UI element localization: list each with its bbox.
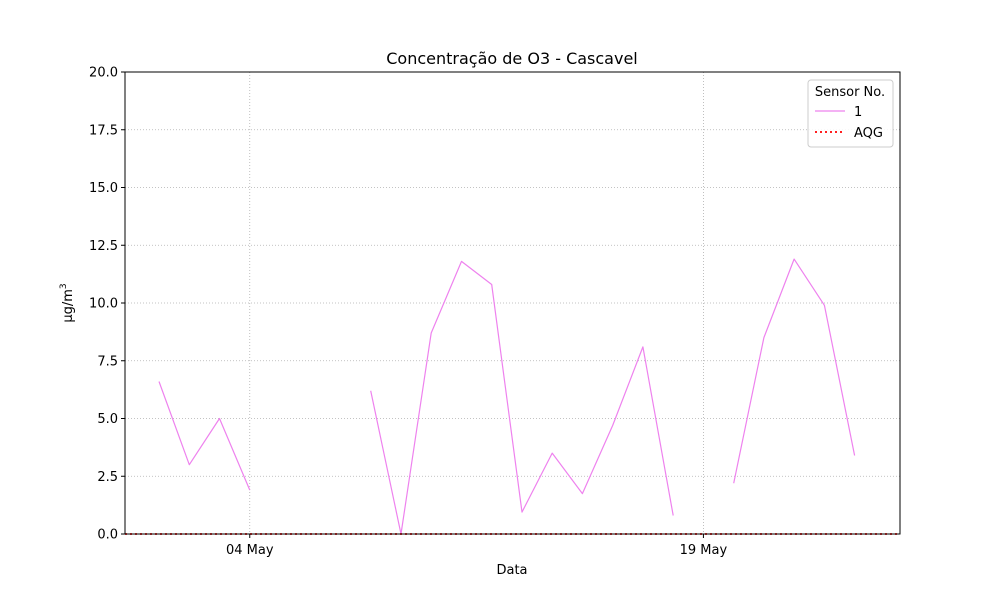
x-axis-ticks: 04 May 19 May xyxy=(226,534,728,558)
grid-lines xyxy=(125,71,900,535)
series-lines xyxy=(125,258,900,535)
y-axis-label-exponent: 3 xyxy=(59,283,69,289)
legend-label-aqg: AQG xyxy=(854,126,883,141)
series-line-sensor-1 xyxy=(370,260,674,535)
legend-title: Sensor No. xyxy=(815,85,885,100)
y-tick-label: 17.5 xyxy=(89,123,118,138)
y-tick-label: 20.0 xyxy=(89,66,118,81)
x-tick-label: 04 May xyxy=(226,543,274,558)
x-tick-label: 19 May xyxy=(680,543,728,558)
y-axis-label-unit: µg/m xyxy=(61,289,76,323)
chart-title: Concentração de O3 - Cascavel xyxy=(386,49,638,68)
y-tick-label: 2.5 xyxy=(97,470,118,485)
y-axis-label: µg/m3 xyxy=(59,283,76,322)
legend-box xyxy=(807,79,894,148)
y-tick-label: 7.5 xyxy=(97,354,118,369)
y-tick-label: 5.0 xyxy=(97,412,118,427)
y-tick-label: 0.0 xyxy=(97,528,118,543)
series-line-sensor-1 xyxy=(733,258,856,484)
legend-label-sensor-1: 1 xyxy=(854,105,862,120)
y-tick-label: 15.0 xyxy=(89,181,118,196)
y-tick-label: 10.0 xyxy=(89,297,118,312)
y-tick-label: 12.5 xyxy=(89,239,118,254)
x-axis-label: Data xyxy=(496,563,527,578)
y-axis-ticks: 0.0 2.5 5.0 7.5 10.0 12.5 15.0 17.5 20.0 xyxy=(89,66,125,543)
series-line-sensor-1 xyxy=(158,381,251,491)
legend: Sensor No. 1 AQG xyxy=(807,79,894,148)
